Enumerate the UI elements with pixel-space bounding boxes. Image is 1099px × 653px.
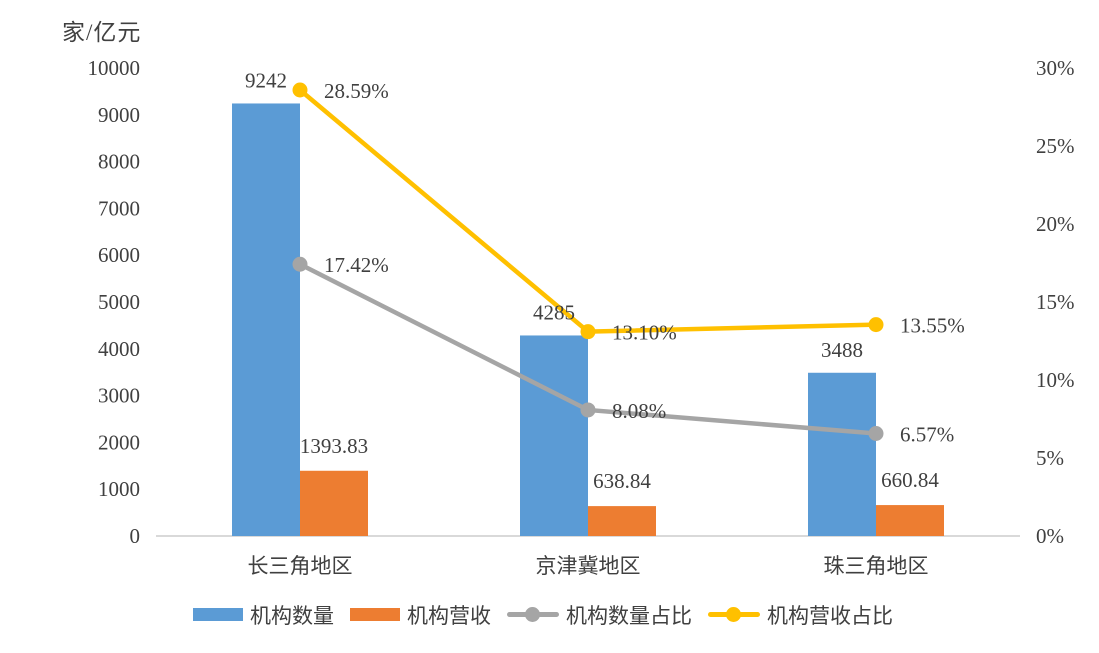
legend-item-institution-count: 机构数量 [193,600,334,630]
right-axis-tick: 10% [1036,368,1075,392]
left-axis-tick: 8000 [98,150,140,174]
data-label-line: 17.42% [324,253,389,277]
left-axis-tick: 7000 [98,196,140,220]
legend-item-count-share: 机构数量占比 [507,600,692,630]
marker-revenue-share-1 [580,324,596,340]
data-label-bar: 4285 [533,300,575,324]
bar-count-2 [808,372,876,536]
data-label-line: 13.10% [612,321,677,345]
data-label-line: 13.55% [900,314,965,338]
right-axis-tick: 25% [1036,134,1075,158]
data-label-line: 28.59% [324,79,389,103]
left-axis-tick: 3000 [98,384,140,408]
left-axis-tick: 1000 [98,477,140,501]
left-axis-tick: 10000 [88,56,141,80]
data-label-bar: 1393.83 [300,434,368,458]
legend-label: 机构数量 [250,603,334,628]
marker-count-share-2 [868,426,884,442]
category-label: 珠三角地区 [824,554,929,578]
right-axis-tick: 15% [1036,290,1075,314]
legend-label: 机构营收 [407,603,491,628]
right-axis-tick: 30% [1036,56,1075,80]
left-axis-tick: 5000 [98,290,140,314]
line-marker-swatch-gray [507,607,559,622]
left-axis-tick: 0 [130,524,141,548]
legend-item-institution-revenue: 机构营收 [350,600,491,630]
chart-legend: 机构数量 机构营收 机构数量占比 机构营收占比 [193,601,893,628]
legend-label: 机构数量占比 [566,603,692,628]
bar-revenue-0 [300,470,368,536]
data-label-bar: 9242 [245,68,287,92]
left-axis-tick: 2000 [98,430,140,454]
category-label: 长三角地区 [248,554,353,578]
legend-item-revenue-share: 机构营收占比 [708,600,893,630]
right-axis-tick: 5% [1036,446,1064,470]
data-label-line: 6.57% [900,423,954,447]
marker-count-share-1 [580,402,596,418]
bar-revenue-1 [588,506,656,536]
data-label-bar: 638.84 [593,469,651,493]
data-label-line: 8.08% [612,399,666,423]
line-swatch-dot [525,607,540,622]
left-axis-unit-label: 家/亿元 [62,20,142,45]
marker-revenue-share-2 [868,317,884,333]
bar-count-1 [520,335,588,536]
category-label: 京津冀地区 [536,554,641,578]
bar-count-0 [232,103,300,537]
data-label-bar: 3488 [821,338,863,362]
marker-count-share-0 [292,256,308,272]
line-swatch-dot [726,607,741,622]
left-axis-tick: 4000 [98,337,140,361]
line-revenue-share [298,88,877,334]
legend-label: 机构营收占比 [767,603,893,628]
right-axis-tick: 20% [1036,212,1075,236]
marker-revenue-share-0 [292,82,308,98]
bar-revenue-2 [876,505,944,536]
bar-swatch-blue [193,608,243,621]
left-axis-tick: 6000 [98,243,140,267]
bar-swatch-orange [350,608,400,621]
left-axis-tick: 9000 [98,103,140,127]
line-marker-swatch-gold [708,607,760,622]
right-axis-tick: 0% [1036,524,1064,548]
data-label-bar: 660.84 [881,468,939,492]
